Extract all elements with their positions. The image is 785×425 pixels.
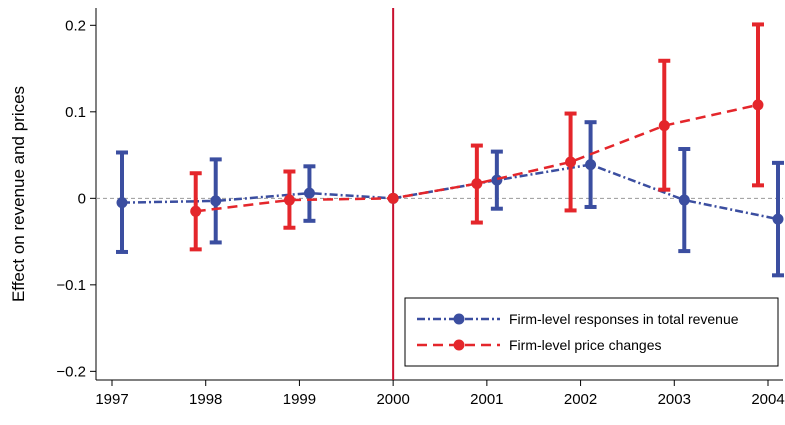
data-point [190,205,202,217]
axes-frame [95,8,783,381]
x-tick-label: 2001 [470,391,503,408]
data-point [491,174,503,186]
data-point [387,192,399,204]
y-tick-label: −0.1 [56,277,86,294]
legend-label: Firm-level responses in total revenue [509,311,739,327]
data-point [303,187,315,199]
x-tick-label: 1999 [283,391,316,408]
series-prices [189,22,764,252]
legend-label: Firm-level price changes [509,337,662,353]
legend-swatch-marker [453,313,465,325]
legend-swatch-marker [453,339,465,351]
y-tick-label: −0.2 [56,363,86,380]
data-point [752,99,764,111]
data-point [658,120,670,132]
y-tick-label: 0.2 [65,17,86,34]
series-line [121,163,779,221]
series-layer [116,22,784,278]
data-point [678,194,690,206]
x-tick-label: 2002 [564,391,597,408]
x-tick-label: 2000 [376,391,409,408]
x-tick-label: 1997 [95,391,128,408]
data-point [772,213,784,225]
y-tick-label: 0 [78,190,86,207]
x-tick-label: 1998 [189,391,222,408]
legend-box [404,297,779,367]
data-point [585,159,597,171]
x-tick-label: 2003 [658,391,691,408]
data-point [283,194,295,206]
legend: Firm-level responses in total revenue Fir… [404,297,779,367]
data-point [565,156,577,168]
tick-labels: 0.2 0.1 0 −0.1 −0.2 1997 1998 1999 2000 2001 2002 2… [56,17,784,408]
y-axis-label: Effect on revenue and prices [9,86,28,302]
data-point [210,195,222,207]
data-point [471,178,483,190]
x-tick-label: 2004 [751,391,784,408]
y-tick-label: 0.1 [65,104,86,121]
data-point [116,197,128,209]
